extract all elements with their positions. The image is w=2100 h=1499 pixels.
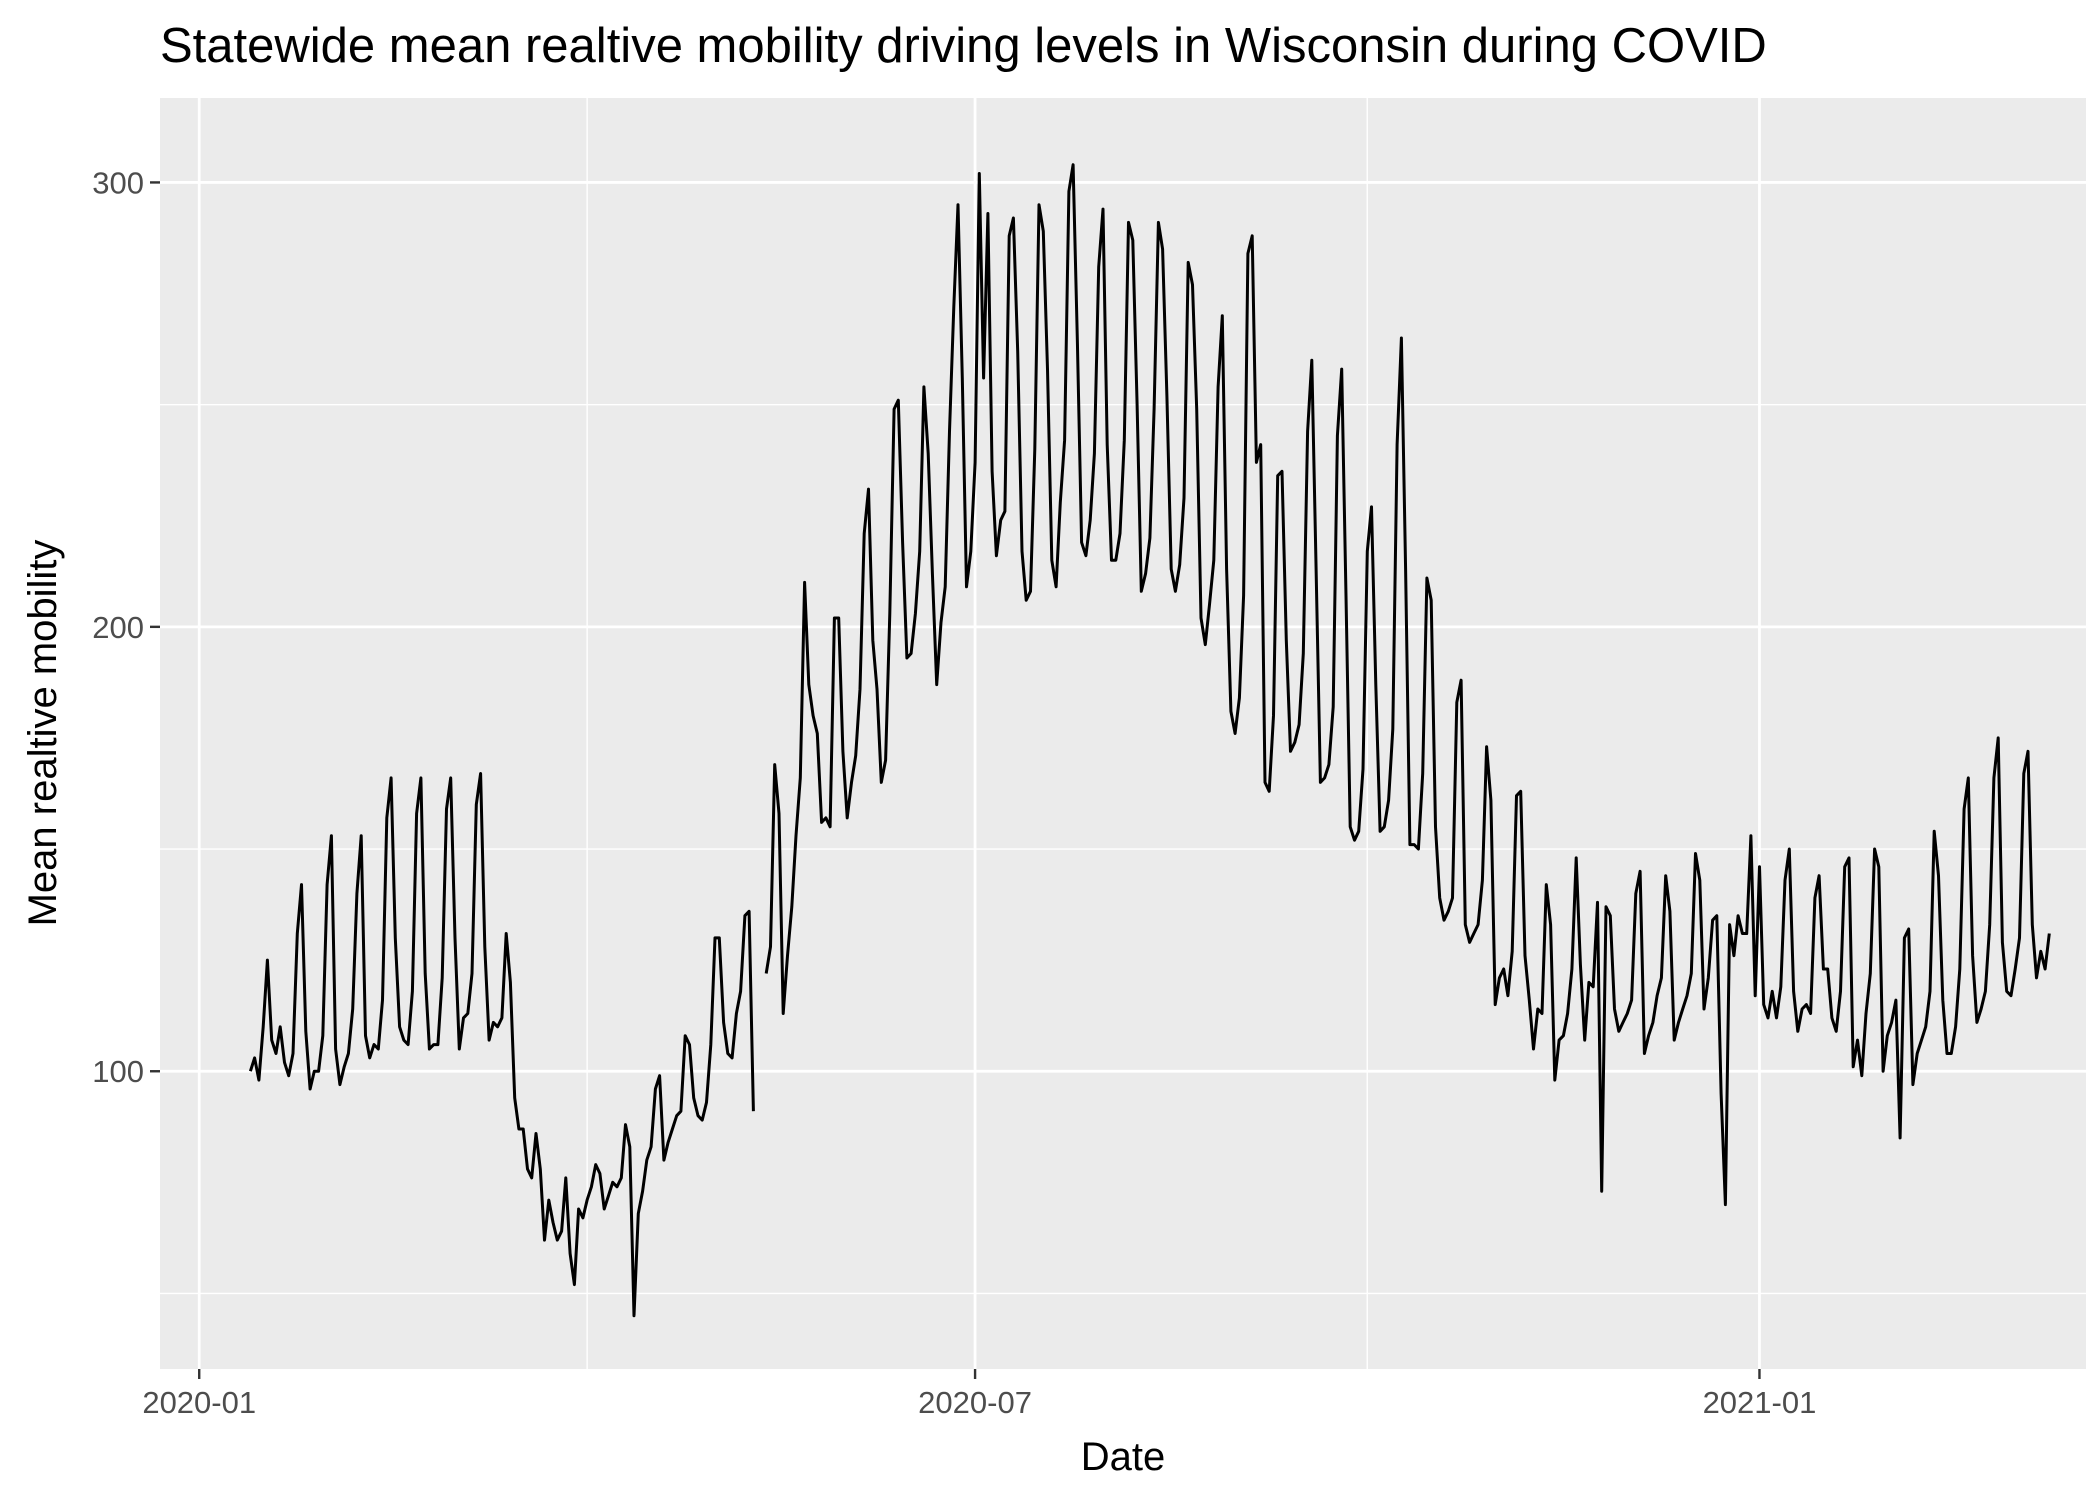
y-axis-title: Mean realtive mobility — [21, 540, 65, 927]
series-line-mean_relative_mobility — [764, 163, 2051, 1207]
x-axis: 2020-01 2020-07 2021-01 — [142, 1369, 1816, 1420]
x-axis-title: Date — [1081, 1435, 1166, 1479]
y-tick-label: 200 — [92, 610, 144, 645]
plot-panel — [160, 98, 2086, 1369]
x-tick-label: 2020-07 — [918, 1385, 1032, 1420]
y-tick-label: 100 — [92, 1054, 144, 1089]
y-tick-label: 300 — [92, 165, 144, 200]
y-axis: 100 200 300 — [92, 165, 160, 1089]
grid-major — [160, 98, 2086, 1369]
chart-title: Statewide mean realtive mobility driving… — [160, 19, 1767, 73]
series-line-mean_relative_mobility — [248, 772, 755, 1318]
series-layer — [248, 163, 2051, 1318]
x-tick-label: 2020-01 — [142, 1385, 256, 1420]
x-tick-label: 2021-01 — [1703, 1385, 1817, 1420]
